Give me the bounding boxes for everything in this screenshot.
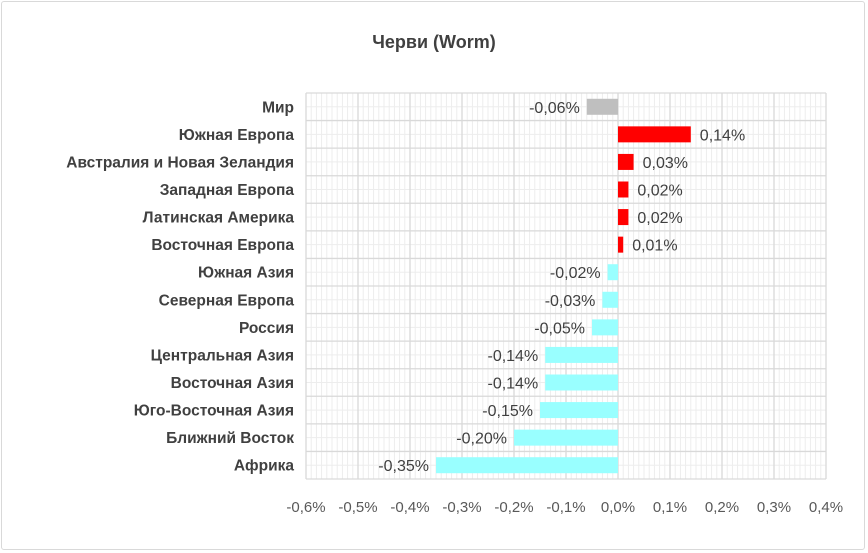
bars: [436, 98, 691, 474]
bar: [618, 236, 624, 253]
data-label: -0,03%: [545, 293, 596, 310]
category-label: Восточная Азия: [171, 375, 294, 392]
data-label: -0,06%: [529, 100, 580, 117]
gridlines: [305, 92, 827, 480]
bar: [607, 264, 618, 281]
bar: [592, 319, 618, 336]
category-label: Северная Европа: [159, 292, 295, 309]
x-tick-label: -0,1%: [546, 499, 585, 516]
category-label: Австралия и Новая Зеландия: [66, 154, 294, 171]
data-label: -0,14%: [487, 348, 538, 365]
x-tick-label: -0,4%: [390, 499, 429, 516]
bar: [545, 374, 618, 391]
data-label: 0,03%: [643, 155, 688, 172]
x-tick-label: -0,2%: [494, 499, 533, 516]
category-label: Юго-Восточная Азия: [134, 403, 294, 420]
bar: [540, 402, 618, 419]
bar: [618, 126, 691, 143]
data-label: -0,20%: [456, 431, 507, 448]
category-label: Мир: [262, 99, 294, 116]
category-label: Центральная Азия: [151, 347, 294, 364]
data-label: 0,02%: [637, 183, 682, 200]
category-label: Россия: [239, 320, 294, 337]
category-label: Южная Европа: [179, 127, 295, 144]
category-label: Южная Азия: [198, 265, 294, 282]
bar: [436, 457, 618, 474]
x-tick-label: -0,6%: [286, 499, 325, 516]
bar: [618, 209, 629, 226]
x-tick-label: -0,3%: [442, 499, 481, 516]
data-label: -0,05%: [534, 320, 585, 337]
data-label: -0,35%: [378, 458, 429, 475]
bar: [586, 98, 618, 115]
category-label: Западная Европа: [160, 182, 295, 199]
data-label: 0,01%: [632, 238, 677, 255]
x-tick-label: -0,5%: [338, 499, 377, 516]
category-label: Ближний Восток: [166, 430, 294, 447]
data-label: -0,02%: [550, 265, 601, 282]
data-label: 0,02%: [637, 210, 682, 227]
chart-title: Черви (Worm): [372, 32, 495, 52]
x-tick-label: 0,4%: [809, 499, 843, 516]
bar: [618, 153, 634, 170]
data-label: 0,14%: [700, 127, 745, 144]
bar: [618, 181, 629, 198]
x-tick-label: 0,1%: [653, 499, 687, 516]
bar: [602, 291, 618, 308]
category-label: Латинская Америка: [143, 210, 295, 227]
x-tick-label: 0,2%: [705, 499, 739, 516]
bar: [514, 429, 618, 446]
data-label: -0,15%: [482, 403, 533, 420]
category-label: Восточная Европа: [151, 237, 294, 254]
category-label: Африка: [234, 458, 295, 475]
data-label: -0,14%: [487, 376, 538, 393]
bar: [545, 346, 618, 363]
x-tick-label: 0,0%: [601, 499, 635, 516]
labels: -0,6% -0,5% -0,4% -0,3% -0,2% -0,1% 0,0% 0,1% 0,…: [66, 99, 843, 516]
x-tick-label: 0,3%: [757, 499, 791, 516]
